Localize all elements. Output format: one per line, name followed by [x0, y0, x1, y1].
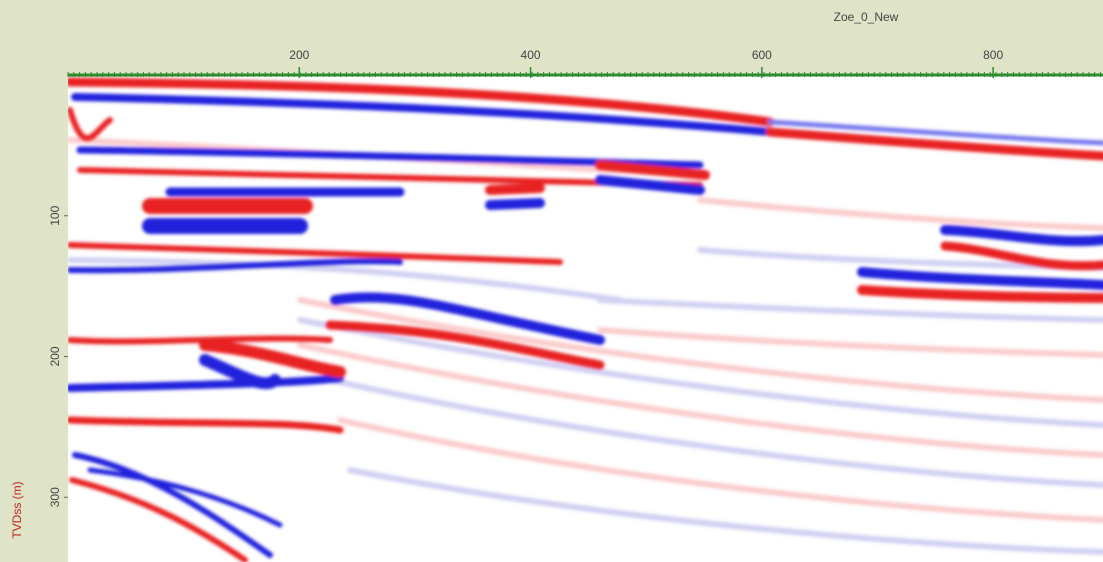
x-tick-label: 200: [289, 48, 309, 62]
seismic-viewer: Zoe_0_New TVDss (m) 200 400 600 800 100 200 30…: [0, 0, 1103, 562]
x-tick-label: 800: [983, 48, 1003, 62]
y-tick-label: 200: [48, 346, 62, 366]
chart-title: Zoe_0_New: [834, 10, 899, 24]
x-tick-label: 600: [752, 48, 772, 62]
y-axis-label: TVDss (m): [10, 481, 24, 538]
y-tick-label: 100: [48, 205, 62, 225]
y-tick-label: 300: [48, 487, 62, 507]
x-tick-label: 400: [521, 48, 541, 62]
